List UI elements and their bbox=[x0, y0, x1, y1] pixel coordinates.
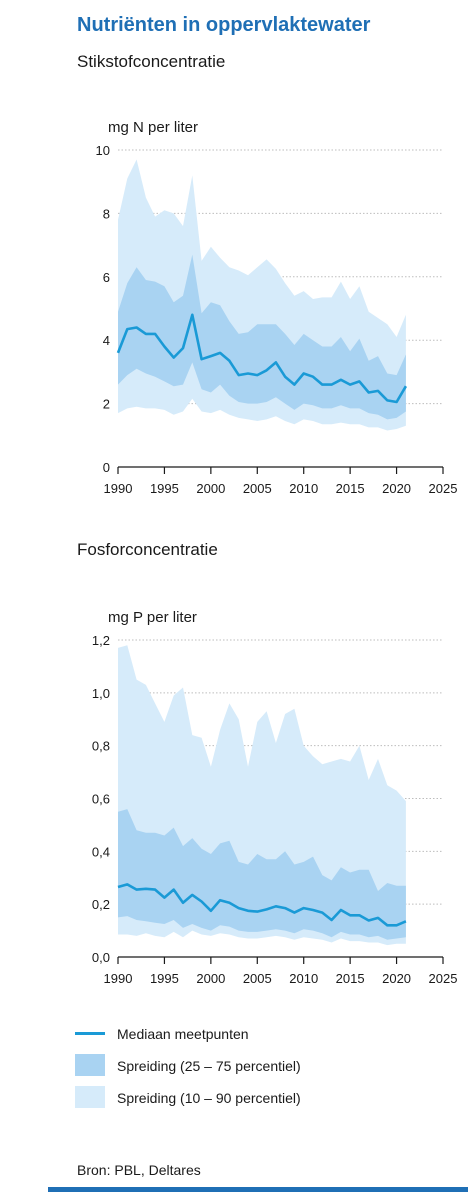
phosphorus-y-tick-label: 1,0 bbox=[92, 686, 110, 701]
source-note: Bron: PBL, Deltares bbox=[77, 1162, 201, 1178]
bottom-rule bbox=[48, 1187, 468, 1192]
nitrogen-band-25-75 bbox=[118, 254, 406, 420]
legend-label-band-25-75: Spreiding (25 – 75 percentiel) bbox=[117, 1058, 301, 1074]
nitrogen-x-tick-label: 1995 bbox=[150, 481, 179, 496]
legend-swatch-band-25-75 bbox=[75, 1054, 105, 1076]
legend-swatch-band-10-90 bbox=[75, 1086, 105, 1108]
nitrogen-x-tick-label: 2015 bbox=[336, 481, 365, 496]
phosphorus-x-tick-label: 2010 bbox=[289, 971, 318, 986]
phosphorus-y-tick-label: 0,2 bbox=[92, 897, 110, 912]
phosphorus-chart: mg P per liter 0,0 0,2 0,4 0,6 0,8 1,0 1,2 1990 1… bbox=[92, 609, 458, 986]
nitrogen-x-tick-label: 1990 bbox=[104, 481, 133, 496]
nitrogen-x-tick-label: 2010 bbox=[289, 481, 318, 496]
nitrogen-y-tick-label: 10 bbox=[96, 143, 110, 158]
phosphorus-y-axis-label: mg P per liter bbox=[108, 609, 197, 626]
phosphorus-band-25-75 bbox=[118, 809, 406, 940]
phosphorus-x-tick-label: 2025 bbox=[429, 971, 458, 986]
legend-swatch-median bbox=[75, 1032, 105, 1035]
phosphorus-x-tick-label: 1995 bbox=[150, 971, 179, 986]
nitrogen-y-axis-label: mg N per liter bbox=[108, 119, 198, 136]
nitrogen-chart-title: Stikstofconcentratie bbox=[77, 52, 226, 71]
nitrogen-x-tick-label: 2005 bbox=[243, 481, 272, 496]
chart-title: Nutriënten in oppervlaktewater bbox=[77, 14, 371, 36]
phosphorus-y-tick-label: 0,8 bbox=[92, 739, 110, 754]
phosphorus-x-tick-label: 2015 bbox=[336, 971, 365, 986]
nitrogen-x-tick-label: 2025 bbox=[429, 481, 458, 496]
phosphorus-x-tick-label: 2005 bbox=[243, 971, 272, 986]
nitrogen-x-tick-label: 2000 bbox=[196, 481, 225, 496]
nitrogen-median-line bbox=[116, 313, 408, 404]
nitrogen-x-tick-label: 2020 bbox=[382, 481, 411, 496]
nitrogen-y-tick-label: 4 bbox=[103, 333, 110, 348]
nitrogen-y-tick-label: 2 bbox=[103, 397, 110, 412]
phosphorus-x-tick-label: 2000 bbox=[196, 971, 225, 986]
phosphorus-x-tick-label: 1990 bbox=[104, 971, 133, 986]
nitrogen-y-tick-label: 8 bbox=[103, 206, 110, 221]
legend-label-band-10-90: Spreiding (10 – 90 percentiel) bbox=[117, 1090, 301, 1106]
nitrogen-chart: mg N per liter 0 2 4 6 8 10 1990 1995 2000 2005 201… bbox=[96, 119, 458, 496]
phosphorus-y-tick-label: 0,0 bbox=[92, 950, 110, 965]
legend-label-median: Mediaan meetpunten bbox=[117, 1026, 249, 1042]
phosphorus-y-tick-label: 0,4 bbox=[92, 844, 110, 859]
phosphorus-median-line bbox=[117, 883, 407, 927]
nitrogen-y-tick-label: 0 bbox=[103, 460, 110, 475]
nitrogen-y-tick-label: 6 bbox=[103, 270, 110, 285]
phosphorus-x-tick-label: 2020 bbox=[382, 971, 411, 986]
phosphorus-y-tick-label: 0,6 bbox=[92, 792, 110, 807]
phosphorus-y-tick-label: 1,2 bbox=[92, 633, 110, 648]
phosphorus-chart-title: Fosforconcentratie bbox=[77, 540, 218, 559]
